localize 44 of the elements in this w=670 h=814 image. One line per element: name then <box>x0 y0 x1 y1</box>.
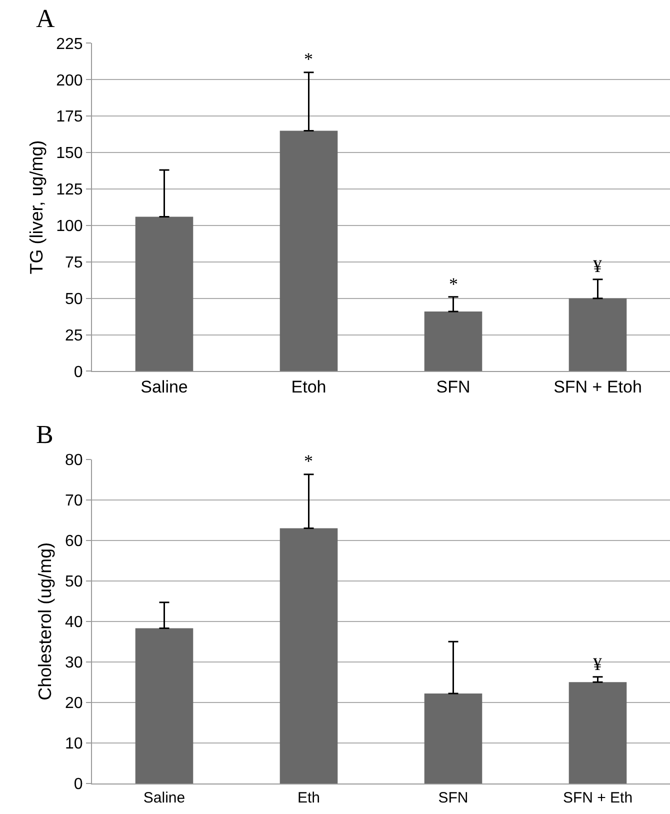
y-tick-label: 10 <box>65 736 83 753</box>
y-tick-label: 20 <box>65 695 83 712</box>
y-tick-label: 200 <box>56 72 83 90</box>
y-tick-label: 80 <box>65 452 83 469</box>
bar <box>424 694 482 784</box>
y-tick-label: 50 <box>65 573 83 590</box>
x-tick-label: SFN <box>436 378 470 397</box>
x-tick-label: SFN <box>438 789 468 806</box>
bar <box>135 628 194 784</box>
bar <box>424 311 482 372</box>
y-tick-label: 25 <box>65 327 83 344</box>
bar <box>280 130 338 372</box>
y-tick-label: 100 <box>56 218 83 236</box>
y-tick-label: 125 <box>56 182 83 199</box>
x-tick-label: Eth <box>297 789 320 806</box>
y-tick-label: 40 <box>65 614 83 631</box>
y-tick-label: 30 <box>65 654 83 672</box>
x-tick-label: Saline <box>143 789 186 806</box>
y-tick-label: 75 <box>65 254 83 272</box>
y-axis-title: TG (liver, ug/mg) <box>26 140 46 274</box>
y-tick-label: 70 <box>65 492 83 510</box>
annotation: * <box>449 274 458 294</box>
x-tick-label: SFN + Etoh <box>554 378 642 397</box>
x-tick-label: SFN + Eth <box>562 789 633 806</box>
annotation: ¥ <box>593 256 602 276</box>
y-tick-label: 225 <box>56 36 83 53</box>
y-tick-label: 150 <box>56 145 83 162</box>
bar <box>135 216 194 372</box>
y-tick-label: 0 <box>74 776 83 794</box>
x-tick-label: Etoh <box>291 378 326 397</box>
bar <box>280 528 338 784</box>
y-tick-label: 60 <box>65 532 83 550</box>
chart-title: B <box>36 420 54 449</box>
bar <box>568 682 627 784</box>
annotation: ¥ <box>593 654 602 674</box>
x-tick-label: Saline <box>140 378 188 397</box>
annotation: * <box>304 451 313 471</box>
bar <box>568 298 627 372</box>
chart-title: A <box>36 4 55 33</box>
y-axis-title: Cholesterol (ug/mg) <box>35 542 56 700</box>
y-tick-label: 175 <box>56 108 83 126</box>
annotation: * <box>304 49 313 69</box>
y-tick-label: 50 <box>65 290 83 308</box>
y-tick-label: 0 <box>74 364 83 381</box>
